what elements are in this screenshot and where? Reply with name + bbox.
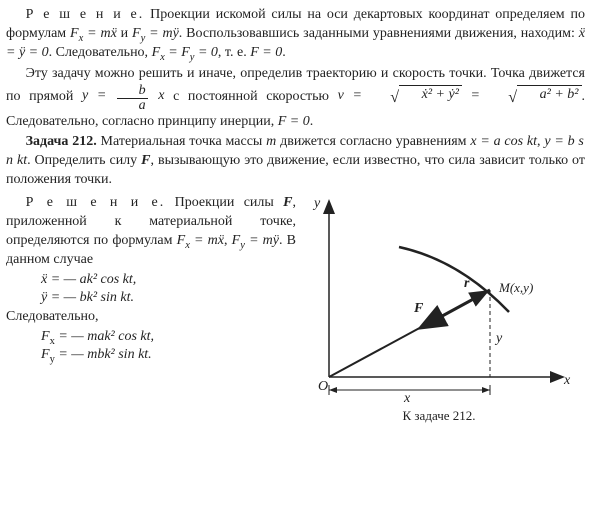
figure-caption: К задаче 212. bbox=[304, 408, 574, 424]
label-resolution: Р е ш е н и е. bbox=[26, 7, 145, 22]
label-x-seg: x bbox=[403, 391, 411, 402]
equation-fy: Fy = — mbk² sin kt. bbox=[6, 347, 296, 363]
label-y-seg: y bbox=[494, 331, 503, 346]
label-f: F bbox=[413, 301, 424, 316]
solution-para-1: Р е ш е н и е. Проекции искомой силы на … bbox=[6, 6, 585, 63]
problem-number: Задача 212. bbox=[26, 134, 97, 149]
label-m-point: M(x,y) bbox=[498, 280, 533, 295]
label-y-axis: y bbox=[312, 196, 321, 211]
figure-212: y x O x y r F M(x,y) bbox=[304, 192, 574, 402]
solution-212: Р е ш е н и е. Проекции си­лы F, приложе… bbox=[6, 194, 296, 270]
problem-212-statement: Задача 212. Материальная точка массы m д… bbox=[6, 133, 585, 190]
label-x-axis: x bbox=[563, 373, 571, 388]
vector-f bbox=[422, 290, 490, 327]
consequently: Следовательно, bbox=[6, 308, 296, 327]
label-r: r bbox=[464, 276, 470, 291]
equation-ydd: ÿ = — bk² sin kt. bbox=[6, 290, 296, 306]
solution-para-2: Эту задачу можно решить и иначе, определ… bbox=[6, 65, 585, 132]
label-origin: O bbox=[318, 379, 328, 394]
equation-fx: Fx = — mak² cos kt, bbox=[6, 329, 296, 345]
equation-xdd: ẍ = — ak² cos kt, bbox=[6, 272, 296, 288]
